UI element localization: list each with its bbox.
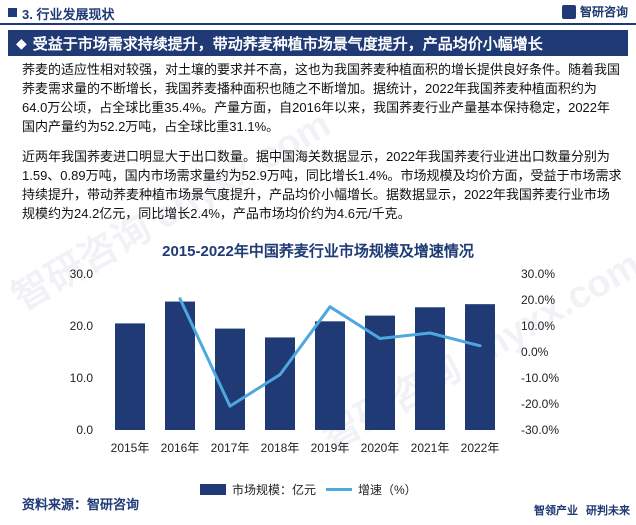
- footer-slogan: 智领产业 研判未来: [534, 502, 630, 518]
- section-title: 3. 行业发展现状: [22, 7, 115, 22]
- bar-market-size: [115, 323, 145, 430]
- footer-slogan-a: 智领产业: [534, 505, 578, 517]
- y-right-tick-label: 30.0%: [521, 267, 555, 281]
- growth-rate-point: [378, 336, 382, 340]
- growth-rate-point: [178, 297, 182, 301]
- x-tick-label: 2016年: [161, 441, 200, 455]
- growth-rate-point: [428, 331, 432, 335]
- growth-rate-point: [228, 404, 232, 408]
- legend-item-bar: 市场规模：亿元: [200, 481, 316, 498]
- y-right-tick-label: 0.0%: [521, 345, 549, 359]
- growth-rate-point: [328, 305, 332, 309]
- footer-slogan-b: 研判未来: [586, 505, 630, 517]
- x-tick-label: 2021年: [411, 441, 450, 455]
- x-tick-label: 2015年: [111, 441, 150, 455]
- y-left-tick-label: 30.0: [70, 267, 94, 281]
- brand-name: 智研咨询: [579, 5, 628, 19]
- bar-market-size: [215, 328, 245, 430]
- bar-market-size: [365, 315, 395, 430]
- x-tick-label: 2017年: [211, 441, 250, 455]
- bar-market-size: [415, 307, 445, 430]
- chart-legend: 市场规模：亿元 增速（%）: [200, 481, 417, 498]
- paragraph-2: 近两年我国荞麦进口明显大于出口数量。据中国海关数据显示，2022年我国荞麦行业进…: [22, 149, 622, 221]
- y-right-tick-label: 10.0%: [521, 319, 555, 333]
- x-tick-label: 2020年: [361, 441, 400, 455]
- y-right-tick-label: -30.0%: [521, 423, 559, 437]
- x-tick-label: 2018年: [261, 441, 300, 455]
- bar-market-size: [465, 304, 495, 430]
- legend-swatch-line: [326, 488, 353, 491]
- brand-logo: 智研咨询: [561, 3, 628, 20]
- y-left-tick-label: 10.0: [70, 371, 94, 385]
- top-bar: 3. 行业发展现状 智研咨询: [0, 0, 636, 26]
- y-right-tick-label: -10.0%: [521, 371, 559, 385]
- y-left-tick-label: 0.0: [76, 423, 93, 437]
- combo-chart: 0.0 10.0 20.0 30.0 -30.0% -20.0% -10.0% 0.0% 10.…: [70, 267, 560, 455]
- y-right-tick-label: 20.0%: [521, 293, 555, 307]
- body-text: 荞麦的适应性相对较强，对土壤的要求并不高，这也为我国荞麦种植面积的增长提供良好条…: [22, 60, 622, 234]
- chart-title: 2015-2022年中国荞麦行业市场规模及增速情况: [162, 243, 474, 260]
- growth-rate-point: [478, 344, 482, 348]
- diamond-icon: ◆: [16, 34, 27, 51]
- legend-item-line: 增速（%）: [326, 481, 417, 498]
- legend-label-bar: 市场规模：亿元: [232, 483, 317, 497]
- bar-market-size: [315, 321, 345, 430]
- header-divider: [0, 23, 636, 25]
- y-right-tick-label: -20.0%: [521, 397, 559, 411]
- legend-swatch-bar: [200, 484, 226, 495]
- bar-market-size: [265, 337, 295, 430]
- paragraph-1: 荞麦的适应性相对较强，对土壤的要求并不高，这也为我国荞麦种植面积的增长提供良好条…: [22, 62, 621, 134]
- growth-rate-point: [278, 373, 282, 377]
- x-tick-label: 2019年: [311, 441, 350, 455]
- x-tick-label: 2022年: [461, 441, 500, 455]
- headline-banner: ◆ 受益于市场需求持续提升，带动荞麦种植市场景气度提升，产品均价小幅增长: [8, 30, 628, 56]
- y-left-tick-label: 20.0: [70, 319, 94, 333]
- legend-label-line: 增速（%）: [358, 483, 417, 497]
- section-marker-icon: [8, 8, 17, 17]
- headline-text: 受益于市场需求持续提升，带动荞麦种植市场景气度提升，产品均价小幅增长: [32, 35, 543, 53]
- brand-logo-icon: [561, 4, 576, 19]
- source-note: 资料来源：智研咨询: [22, 497, 140, 512]
